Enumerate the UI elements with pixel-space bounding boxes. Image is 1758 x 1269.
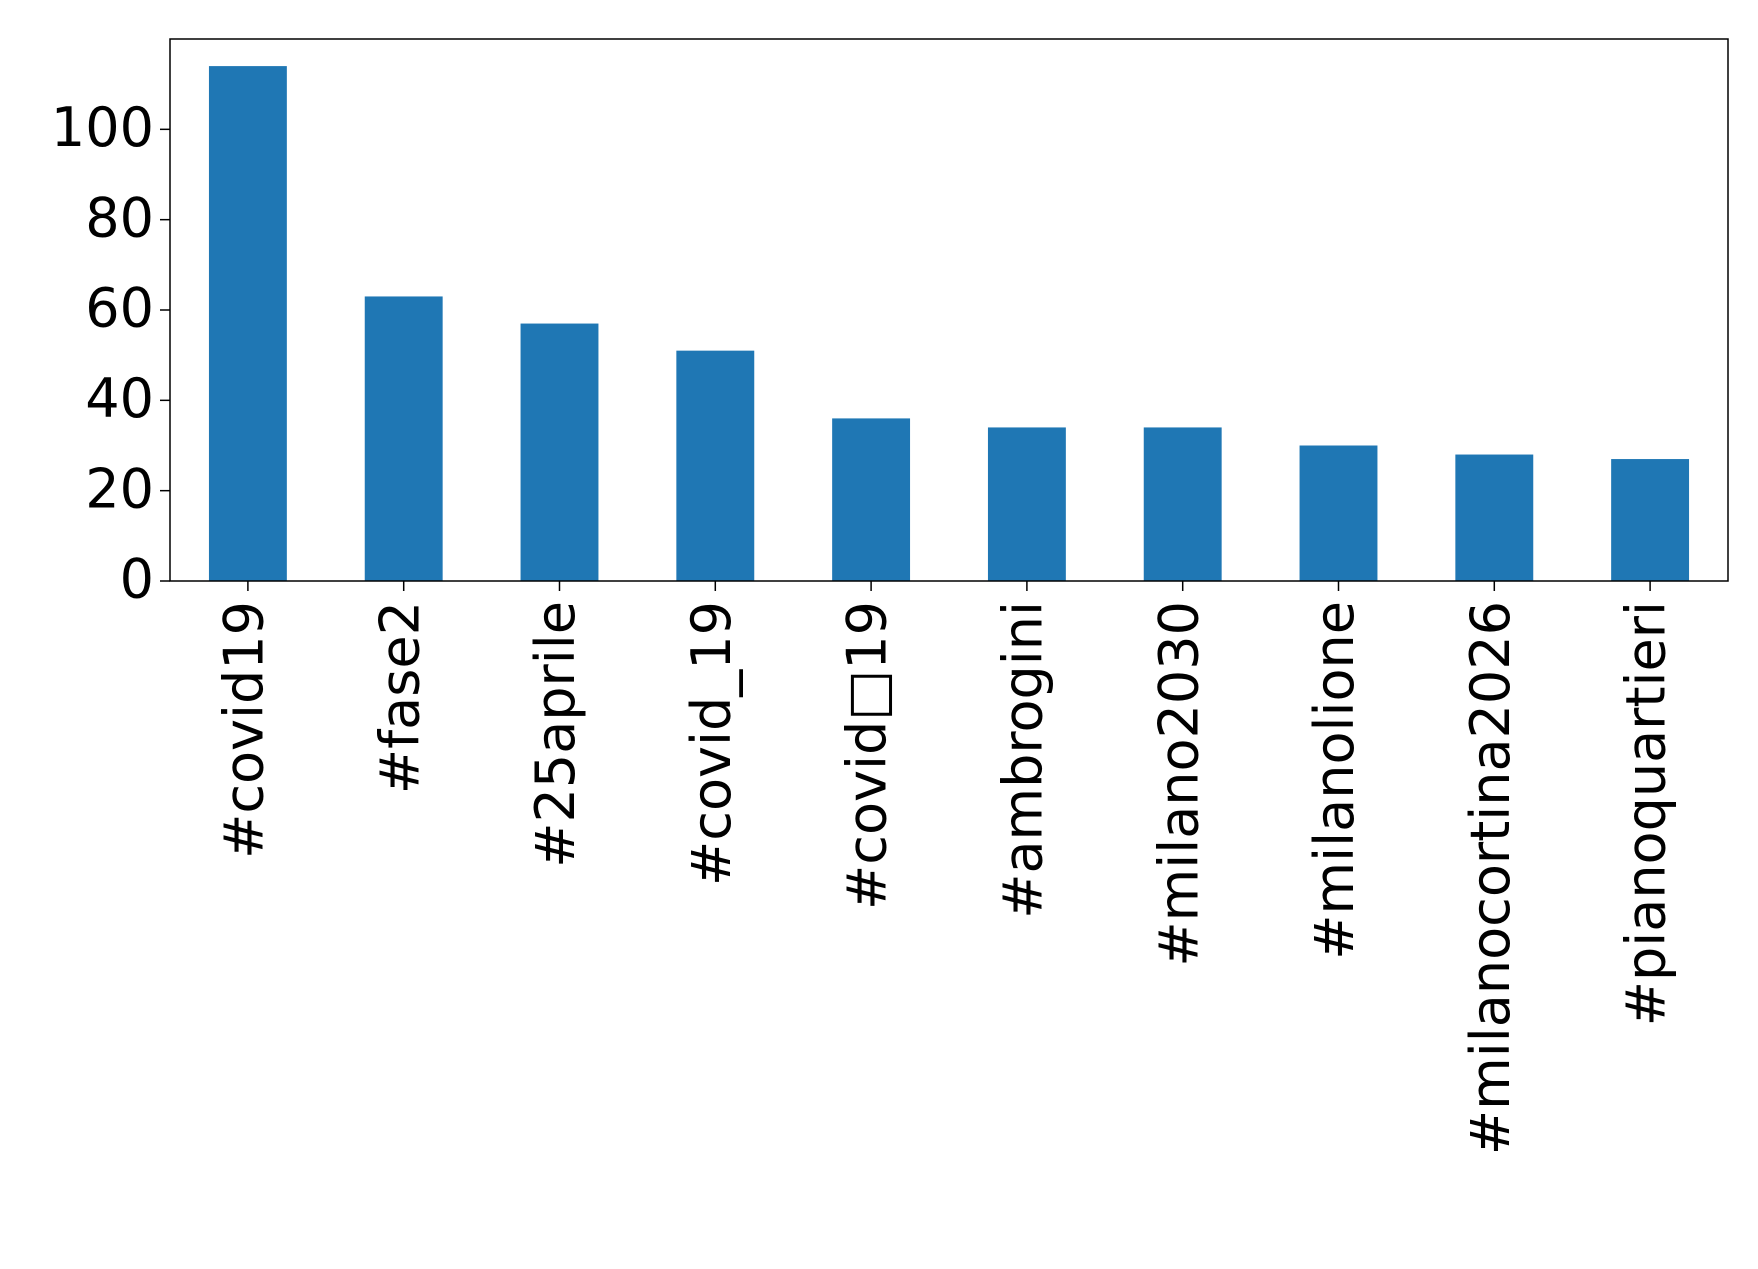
plot-frame xyxy=(169,38,1729,582)
x-tick-label: #covid19 xyxy=(213,601,276,859)
x-tick-label: #ambrogini xyxy=(992,601,1055,919)
y-tick-label: 40 xyxy=(85,367,154,430)
bar xyxy=(208,66,287,582)
bar xyxy=(364,296,443,581)
bar xyxy=(832,418,911,581)
bar xyxy=(520,323,599,581)
x-tick-label: #fase2 xyxy=(368,601,431,794)
x-tick-label: #milanolione xyxy=(1303,601,1366,960)
y-tick-label: 100 xyxy=(51,96,154,159)
y-tick-label: 80 xyxy=(85,186,154,249)
x-tick-label: #milano2030 xyxy=(1147,601,1210,967)
bar xyxy=(1455,454,1534,581)
bar xyxy=(987,427,1066,581)
y-tick-label: 60 xyxy=(85,277,154,340)
y-tick-label: 0 xyxy=(120,548,154,611)
bar xyxy=(1299,445,1378,581)
y-tick-label: 20 xyxy=(85,457,154,520)
x-tick-label: #25aprile xyxy=(524,601,587,868)
x-tick-label: #pianoquartieri xyxy=(1615,601,1678,1026)
bar xyxy=(1611,459,1690,581)
x-tick-label: #covid□19 xyxy=(836,601,899,910)
x-tick-label: #milanocortina2026 xyxy=(1459,601,1522,1155)
bar xyxy=(1143,427,1222,581)
bar xyxy=(676,350,755,581)
x-tick-label: #covid_19 xyxy=(680,601,743,886)
